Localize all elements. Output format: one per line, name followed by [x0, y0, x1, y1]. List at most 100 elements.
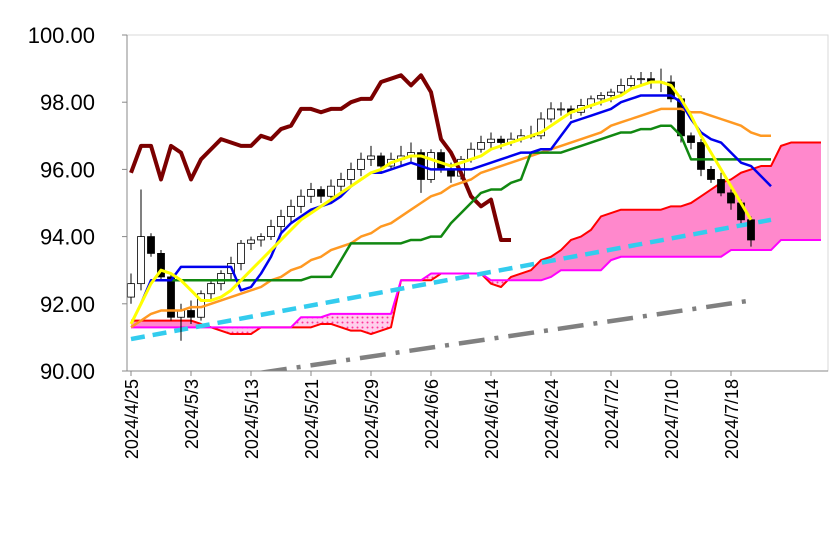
candle-body — [167, 276, 175, 318]
x-tick-label: 2024/6/6 — [422, 379, 442, 449]
candle-body — [207, 283, 215, 295]
candle-body — [247, 239, 255, 244]
candle-body — [747, 219, 755, 241]
cloud-fill — [671, 206, 681, 257]
candle-body — [377, 155, 385, 167]
candle-body — [687, 135, 695, 143]
cloud-fill — [691, 196, 701, 257]
candle-body — [637, 78, 645, 81]
candle-body — [707, 168, 715, 180]
senkou-b — [131, 238, 821, 329]
candle-body — [277, 216, 285, 227]
cloud-fill — [781, 142, 791, 240]
cloud-fill — [641, 209, 651, 257]
cloud-fill — [581, 229, 591, 271]
indicator-line — [129, 73, 511, 242]
cloud-fill — [631, 209, 641, 257]
cloud-fill — [651, 209, 661, 257]
candle-body — [607, 91, 615, 96]
candle-body — [717, 179, 725, 194]
cloud-fill — [661, 206, 671, 257]
x-tick-label: 2024/7/10 — [662, 379, 682, 459]
candle-body — [547, 108, 555, 120]
trend-line — [260, 298, 752, 371]
candle-body — [537, 118, 545, 137]
lines — [130, 141, 821, 371]
candle-body — [187, 310, 195, 318]
cloud-fill — [141, 320, 151, 328]
candle-body — [137, 236, 145, 285]
candle-body — [237, 242, 245, 264]
cloud-fill — [591, 216, 601, 271]
indicator-line — [151, 124, 771, 282]
indicator-line — [139, 94, 772, 305]
candle-body — [257, 236, 265, 241]
x-tick-label: 2024/7/18 — [722, 379, 742, 459]
x-tick-label: 2024/5/29 — [362, 379, 382, 459]
cloud-fill — [531, 260, 541, 281]
candle-body — [367, 155, 375, 160]
candle-body — [267, 226, 275, 238]
candle-body — [617, 85, 625, 93]
x-tick-label: 2024/6/24 — [542, 379, 562, 459]
indicator-line — [130, 107, 771, 329]
candle-body — [327, 185, 335, 197]
cloud-fill — [361, 313, 371, 335]
x-tick-label: 2024/5/13 — [242, 379, 262, 459]
cloud-fill — [371, 313, 381, 335]
candle-body — [307, 189, 315, 197]
y-tick-label: 94.00 — [40, 225, 95, 250]
cloud-fill — [811, 142, 821, 240]
cloud-fill — [301, 317, 311, 328]
candle-body — [317, 189, 325, 197]
cloud-fill — [231, 327, 241, 335]
candle-body — [427, 152, 435, 180]
candle-body — [597, 95, 605, 100]
cloud-fill — [681, 203, 691, 257]
candle-body — [697, 142, 705, 170]
cloud-fill — [151, 320, 161, 328]
candle-body — [337, 179, 345, 187]
cloud-fill — [351, 313, 361, 331]
cloud-fill — [701, 189, 711, 257]
y-tick-label: 100.00 — [28, 23, 95, 48]
candle-body — [727, 192, 735, 204]
candle-body — [477, 142, 485, 150]
candle-body — [147, 236, 155, 254]
cloud-fill — [791, 142, 801, 240]
cloud-fill — [341, 313, 351, 331]
cloud-fill — [611, 209, 621, 261]
cloud-fill — [181, 320, 191, 328]
x-tick-label: 2024/5/21 — [302, 379, 322, 459]
y-tick-label: 96.00 — [40, 157, 95, 182]
candle-body — [557, 108, 565, 111]
candle-body — [127, 283, 135, 298]
candle-body — [287, 205, 295, 217]
cloud-fill — [621, 209, 631, 257]
candle-body — [157, 252, 165, 278]
cloud-fill — [501, 276, 511, 287]
cloud-fill — [711, 182, 721, 257]
axes: 90.00 92.00 94.00 96.00 98.00 100.00 2024/4/25… — [28, 23, 828, 459]
cloud-fill — [381, 313, 391, 331]
candle-body — [357, 158, 365, 170]
x-tick-label: 2024/4/25 — [122, 379, 142, 459]
x-tick-label: 2024/5/3 — [182, 379, 202, 449]
y-tick-label: 98.00 — [40, 90, 95, 115]
candle-body — [497, 138, 505, 143]
cloud-fill — [241, 327, 251, 335]
cloud-fill — [171, 320, 181, 328]
y-tick-label: 90.00 — [40, 359, 95, 384]
cloud-fill — [571, 236, 581, 271]
x-tick-label: 2024/7/2 — [602, 379, 622, 449]
cloud-fill — [551, 250, 561, 277]
candle-body — [217, 273, 225, 285]
y-tick-label: 92.00 — [40, 292, 95, 317]
cloud-fill — [161, 320, 171, 328]
cloud-fill — [761, 166, 771, 251]
candle-body — [627, 78, 635, 86]
candle-body — [487, 138, 495, 143]
indicator-line — [129, 80, 753, 325]
x-tick-label: 2024/6/14 — [482, 379, 502, 459]
